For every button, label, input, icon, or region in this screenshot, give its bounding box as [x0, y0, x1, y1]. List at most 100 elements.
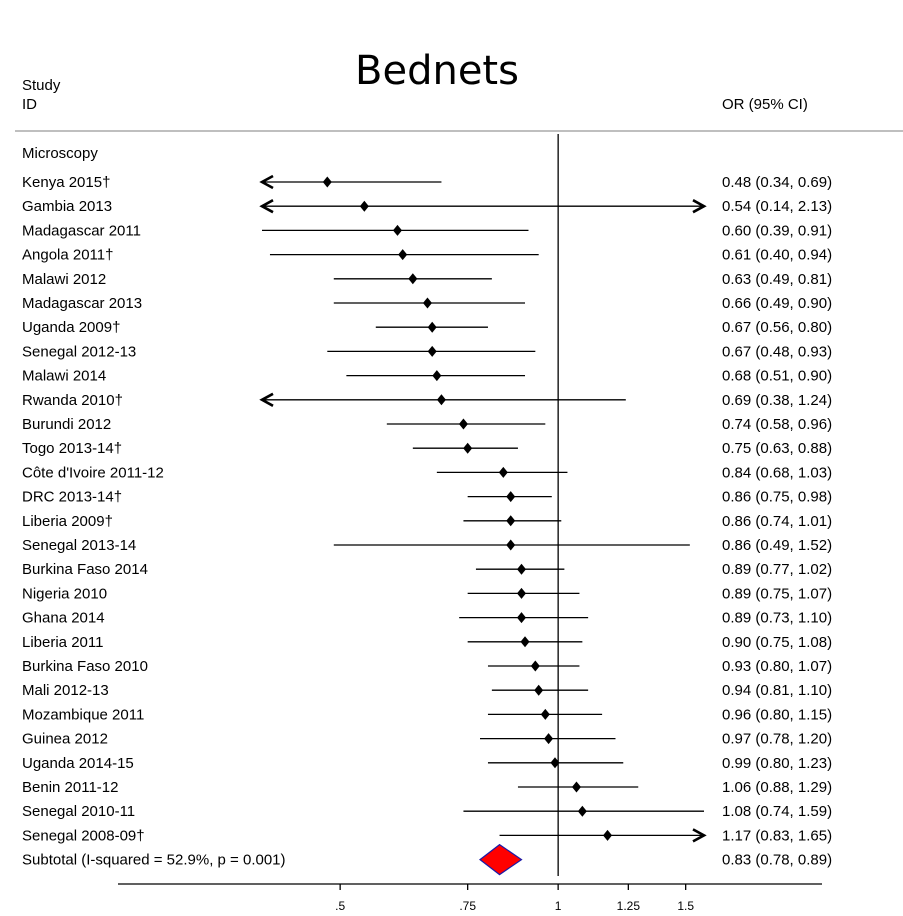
point-estimate [398, 249, 408, 261]
study-label: Kenya 2015† [22, 174, 110, 191]
point-estimate [506, 491, 516, 503]
or-ci-text: 0.89 (0.73, 1.10) [722, 610, 832, 627]
point-estimate [516, 563, 526, 575]
group-label: Microscopy [22, 145, 98, 162]
study-header: Study [22, 77, 61, 94]
or-ci-text: 0.66 (0.49, 0.90) [722, 295, 832, 312]
or-ci-text: 0.94 (0.81, 1.10) [722, 682, 832, 699]
point-estimate [359, 200, 369, 212]
point-estimate [392, 224, 402, 236]
point-estimate [427, 345, 437, 357]
point-estimate [571, 781, 581, 793]
study-label: Senegal 2013-14 [22, 537, 136, 554]
x-tick-label: .5 [335, 899, 345, 913]
x-tick-label: 1.25 [617, 899, 641, 913]
or-ci-text: 0.86 (0.74, 1.01) [722, 513, 832, 530]
study-label: Togo 2013-14† [22, 440, 122, 457]
study-label: Nigeria 2010 [22, 585, 107, 602]
ci-arrow [692, 828, 707, 843]
or-ci-text: 0.84 (0.68, 1.03) [722, 464, 832, 481]
or-ci-text: 0.90 (0.75, 1.08) [722, 634, 832, 651]
point-estimate [603, 829, 613, 841]
or-ci-text: 0.61 (0.40, 0.94) [722, 247, 832, 264]
or-ci-text: 0.60 (0.39, 0.91) [722, 222, 832, 239]
or-ci-text: 0.48 (0.34, 0.69) [722, 174, 832, 191]
ci-arrow [259, 392, 274, 407]
or-ci-text: 0.54 (0.14, 2.13) [722, 198, 832, 215]
chart-title: Bednets [355, 48, 519, 94]
point-estimate [436, 394, 446, 406]
point-estimate [408, 273, 418, 285]
or-ci-text: 0.63 (0.49, 0.81) [722, 271, 832, 288]
study-label: Burundi 2012 [22, 416, 111, 433]
study-label: Uganda 2014-15 [22, 755, 134, 772]
study-label: Angola 2011† [22, 247, 113, 264]
point-estimate [516, 587, 526, 599]
or-ci-text: 0.75 (0.63, 0.88) [722, 440, 832, 457]
or-ci-text: 0.89 (0.75, 1.07) [722, 585, 832, 602]
ci-arrow [692, 199, 707, 214]
or-ci-text: 1.17 (0.83, 1.65) [722, 827, 832, 844]
point-estimate [506, 539, 516, 551]
or-ci-text: 0.68 (0.51, 0.90) [722, 368, 832, 385]
study-label: Malawi 2014 [22, 368, 106, 385]
study-label: Guinea 2012 [22, 731, 108, 748]
point-estimate [520, 636, 530, 648]
or-ci-text: 0.86 (0.75, 0.98) [722, 489, 832, 506]
point-estimate [432, 370, 442, 382]
study-label: Burkina Faso 2010 [22, 658, 148, 675]
study-label: Senegal 2008-09† [22, 827, 145, 844]
point-estimate [544, 733, 554, 745]
study-label: Madagascar 2011 [22, 222, 141, 239]
id-header: ID [22, 96, 37, 113]
point-estimate [516, 612, 526, 624]
point-estimate [534, 684, 544, 696]
study-label: Côte d'Ivoire 2011-12 [22, 464, 164, 481]
study-label: Benin 2011-12 [22, 779, 118, 796]
point-estimate [322, 176, 332, 188]
or-ci-text: 0.99 (0.80, 1.23) [722, 755, 832, 772]
study-label: Rwanda 2010† [22, 392, 123, 409]
study-label: DRC 2013-14† [22, 489, 122, 506]
or-ci-text: 0.97 (0.78, 1.20) [722, 731, 832, 748]
study-label: Ghana 2014 [22, 610, 105, 627]
point-estimate [458, 418, 468, 430]
study-label: Gambia 2013 [22, 198, 112, 215]
x-axis: .5 .75 1 1.25 1.5 [118, 883, 822, 913]
or-ci-text: 0.67 (0.48, 0.93) [722, 343, 832, 360]
point-estimate [498, 466, 508, 478]
study-label: Senegal 2012-13 [22, 343, 136, 360]
ci-arrow [259, 174, 274, 190]
point-estimate [550, 757, 560, 769]
or-ci-text: 0.89 (0.77, 1.02) [722, 561, 832, 578]
or-ci-text: 0.69 (0.38, 1.24) [722, 392, 832, 409]
study-rows: Kenya 2015† 0.48 (0.34, 0.69) Gambia 2013 0… [22, 134, 832, 876]
study-label: Mozambique 2011 [22, 706, 144, 723]
x-tick-label: 1 [555, 899, 562, 913]
or-ci-text: 1.08 (0.74, 1.59) [722, 803, 832, 820]
x-tick-label: 1.5 [677, 899, 694, 913]
point-estimate [540, 708, 550, 720]
x-tick-label: .75 [459, 899, 476, 913]
study-label: Madagascar 2013 [22, 295, 142, 312]
study-label: Mali 2012-13 [22, 682, 109, 699]
study-label: Liberia 2009† [22, 513, 113, 530]
study-label: Burkina Faso 2014 [22, 561, 148, 578]
study-label: Uganda 2009† [22, 319, 120, 336]
subtotal-label: Subtotal (I-squared = 52.9%, p = 0.001) [22, 852, 286, 869]
or-ci-text: 0.74 (0.58, 0.96) [722, 416, 832, 433]
subtotal-diamond [479, 843, 523, 876]
point-estimate [530, 660, 540, 672]
point-estimate [463, 442, 473, 454]
study-label: Liberia 2011 [22, 634, 103, 651]
ci-arrow [259, 199, 274, 214]
study-label: Malawi 2012 [22, 271, 106, 288]
or-ci-text: 0.67 (0.56, 0.80) [722, 319, 832, 336]
point-estimate [577, 805, 587, 817]
or-ci-text: 0.96 (0.80, 1.15) [722, 706, 832, 723]
subtotal-or-ci-text: 0.83 (0.78, 0.89) [722, 852, 832, 869]
or-ci-header: OR (95% CI) [722, 96, 808, 113]
or-ci-text: 0.86 (0.49, 1.52) [722, 537, 832, 554]
